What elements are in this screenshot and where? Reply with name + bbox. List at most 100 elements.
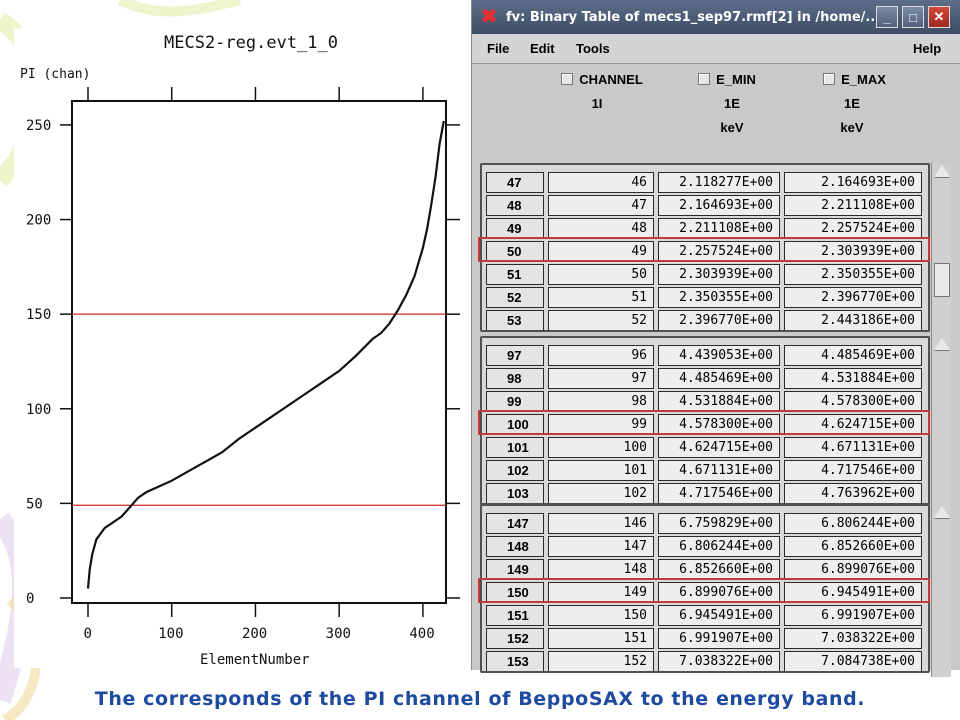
cell-channel[interactable]: 148 — [548, 559, 654, 580]
cell-emin[interactable]: 2.211108E+00 — [658, 218, 780, 239]
cell-emin[interactable]: 4.717546E+00 — [658, 483, 780, 503]
cell-channel[interactable]: 146 — [548, 513, 654, 534]
table-row[interactable]: 147 146 6.759829E+00 6.806244E+00 — [486, 512, 928, 535]
table-row[interactable]: 102 101 4.671131E+00 4.717546E+00 — [486, 459, 928, 482]
row-number[interactable]: 103 — [486, 483, 544, 503]
cell-channel[interactable]: 52 — [548, 310, 654, 330]
cell-channel[interactable]: 50 — [548, 264, 654, 285]
cell-emax[interactable]: 6.945491E+00 — [784, 582, 922, 603]
cell-emax[interactable]: 6.806244E+00 — [784, 513, 922, 534]
menu-file[interactable]: File — [487, 41, 510, 56]
cell-emax[interactable]: 4.671131E+00 — [784, 437, 922, 458]
row-number[interactable]: 149 — [486, 559, 544, 580]
cell-emin[interactable]: 2.118277E+00 — [658, 172, 780, 193]
cell-emin[interactable]: 4.671131E+00 — [658, 460, 780, 481]
close-button[interactable]: ✕ — [928, 6, 950, 28]
table-row[interactable]: 101 100 4.624715E+00 4.671131E+00 — [486, 436, 928, 459]
cell-emin[interactable]: 6.806244E+00 — [658, 536, 780, 557]
row-number[interactable]: 97 — [486, 345, 544, 366]
cell-channel[interactable]: 152 — [548, 651, 654, 671]
column-select-checkbox[interactable] — [561, 73, 574, 85]
scroll-up-arrow-icon[interactable] — [934, 165, 950, 177]
menu-edit[interactable]: Edit — [530, 41, 555, 56]
scroll-up-arrow-icon[interactable] — [934, 506, 950, 518]
cell-emin[interactable]: 4.485469E+00 — [658, 368, 780, 389]
row-number[interactable]: 147 — [486, 513, 544, 534]
cell-emax[interactable]: 6.899076E+00 — [784, 559, 922, 580]
row-number[interactable]: 47 — [486, 172, 544, 193]
table-row[interactable]: 53 52 2.396770E+00 2.443186E+00 — [486, 309, 928, 330]
row-number[interactable]: 102 — [486, 460, 544, 481]
scrollbar-thumb[interactable] — [934, 263, 950, 297]
cell-emin[interactable]: 6.991907E+00 — [658, 628, 780, 649]
cell-channel[interactable]: 96 — [548, 345, 654, 366]
cell-emin[interactable]: 4.439053E+00 — [658, 345, 780, 366]
menu-tools[interactable]: Tools — [576, 41, 610, 56]
cell-emin[interactable]: 2.164693E+00 — [658, 195, 780, 216]
cell-emin[interactable]: 2.396770E+00 — [658, 310, 780, 330]
cell-emax[interactable]: 2.396770E+00 — [784, 287, 922, 308]
window-titlebar[interactable]: ✖ fv: Binary Table of mecs1_sep97.rmf[2]… — [472, 0, 960, 34]
table-row[interactable]: 48 47 2.164693E+00 2.211108E+00 — [486, 194, 928, 217]
column-select-checkbox[interactable] — [698, 73, 711, 85]
vertical-scrollbar[interactable] — [931, 504, 951, 677]
menu-help[interactable]: Help — [913, 41, 942, 56]
vertical-scrollbar[interactable] — [931, 336, 951, 509]
cell-emax[interactable]: 2.164693E+00 — [784, 172, 922, 193]
row-number[interactable]: 52 — [486, 287, 544, 308]
cell-emin[interactable]: 7.038322E+00 — [658, 651, 780, 671]
row-number[interactable]: 51 — [486, 264, 544, 285]
cell-emax[interactable]: 6.852660E+00 — [784, 536, 922, 557]
table-row[interactable]: 97 96 4.439053E+00 4.485469E+00 — [486, 344, 928, 367]
column-emax[interactable]: E_MAX — [797, 72, 912, 87]
table-row[interactable]: 98 97 4.485469E+00 4.531884E+00 — [486, 367, 928, 390]
cell-emin[interactable]: 6.945491E+00 — [658, 605, 780, 626]
table-row[interactable]: 151 150 6.945491E+00 6.991907E+00 — [486, 604, 928, 627]
cell-emin[interactable]: 4.578300E+00 — [658, 414, 780, 435]
scroll-up-arrow-icon[interactable] — [934, 338, 950, 350]
row-number[interactable]: 53 — [486, 310, 544, 330]
cell-emax[interactable]: 4.485469E+00 — [784, 345, 922, 366]
row-number[interactable]: 49 — [486, 218, 544, 239]
row-number[interactable]: 148 — [486, 536, 544, 557]
cell-emax[interactable]: 2.303939E+00 — [784, 241, 922, 262]
cell-emax[interactable]: 7.084738E+00 — [784, 651, 922, 671]
cell-channel[interactable]: 48 — [548, 218, 654, 239]
cell-emax[interactable]: 4.578300E+00 — [784, 391, 922, 412]
table-row[interactable]: 50 49 2.257524E+00 2.303939E+00 — [486, 240, 928, 263]
cell-channel[interactable]: 97 — [548, 368, 654, 389]
cell-emax[interactable]: 2.350355E+00 — [784, 264, 922, 285]
table-row[interactable]: 51 50 2.303939E+00 2.350355E+00 — [486, 263, 928, 286]
row-number[interactable]: 48 — [486, 195, 544, 216]
cell-channel[interactable]: 100 — [548, 437, 654, 458]
cell-emin[interactable]: 4.624715E+00 — [658, 437, 780, 458]
row-number[interactable]: 153 — [486, 651, 544, 671]
cell-emin[interactable]: 6.852660E+00 — [658, 559, 780, 580]
cell-emax[interactable]: 7.038322E+00 — [784, 628, 922, 649]
cell-channel[interactable]: 46 — [548, 172, 654, 193]
cell-emin[interactable]: 6.759829E+00 — [658, 513, 780, 534]
cell-emax[interactable]: 4.717546E+00 — [784, 460, 922, 481]
cell-emin[interactable]: 2.350355E+00 — [658, 287, 780, 308]
cell-emax[interactable]: 2.257524E+00 — [784, 218, 922, 239]
row-number[interactable]: 151 — [486, 605, 544, 626]
table-row[interactable]: 52 51 2.350355E+00 2.396770E+00 — [486, 286, 928, 309]
column-select-checkbox[interactable] — [823, 73, 836, 85]
cell-channel[interactable]: 51 — [548, 287, 654, 308]
table-row[interactable]: 100 99 4.578300E+00 4.624715E+00 — [486, 413, 928, 436]
column-emin[interactable]: E_MIN — [672, 72, 782, 87]
maximize-button[interactable]: □ — [902, 6, 924, 28]
vertical-scrollbar[interactable] — [931, 163, 951, 336]
cell-emax[interactable]: 4.763962E+00 — [784, 483, 922, 503]
cell-emax[interactable]: 6.991907E+00 — [784, 605, 922, 626]
cell-emax[interactable]: 2.443186E+00 — [784, 310, 922, 330]
cell-channel[interactable]: 147 — [548, 536, 654, 557]
row-number[interactable]: 101 — [486, 437, 544, 458]
minimize-button[interactable]: _ — [876, 6, 898, 28]
row-number[interactable]: 100 — [486, 414, 544, 435]
x-app-icon[interactable]: ✖ — [480, 6, 498, 28]
cell-channel[interactable]: 98 — [548, 391, 654, 412]
cell-channel[interactable]: 101 — [548, 460, 654, 481]
column-channel[interactable]: CHANNEL — [542, 72, 662, 87]
cell-channel[interactable]: 102 — [548, 483, 654, 503]
